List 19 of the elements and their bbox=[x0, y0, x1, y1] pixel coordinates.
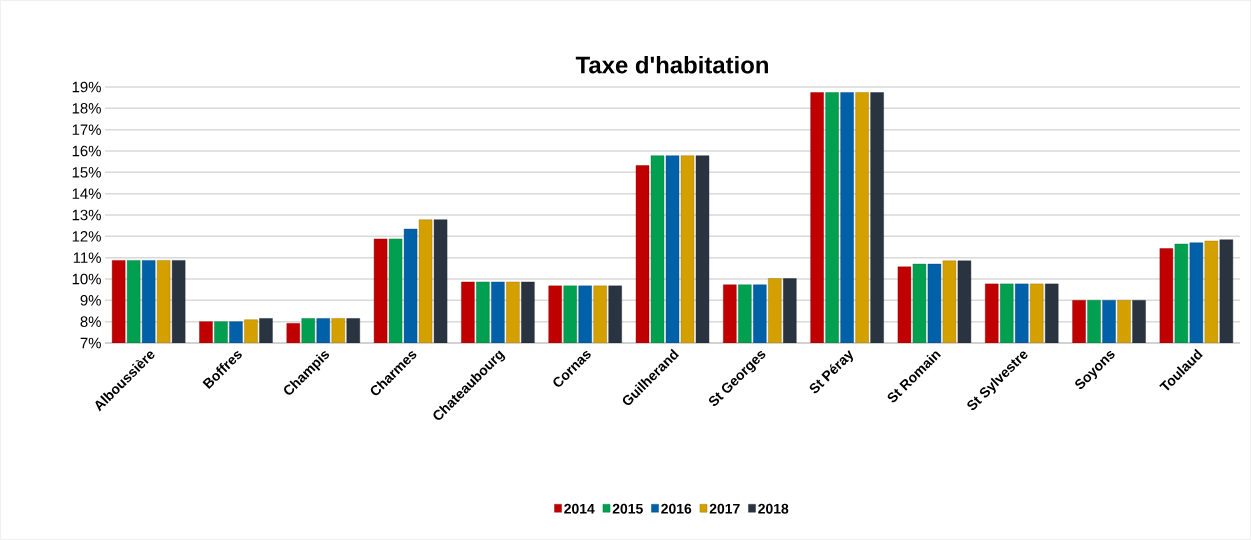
chart-title: Taxe d'habitation bbox=[575, 55, 768, 74]
y-tick-label: 9% bbox=[80, 295, 101, 306]
y-tick-label: 15% bbox=[72, 167, 101, 178]
legend-label: 2017 bbox=[709, 503, 740, 514]
y-tick-label: 12% bbox=[72, 231, 101, 242]
y-tick-label: 14% bbox=[72, 188, 101, 199]
y-tick-label: 8% bbox=[80, 316, 101, 327]
legend-label: 2014 bbox=[564, 503, 595, 514]
legend-label: 2018 bbox=[758, 503, 789, 514]
y-tick-label: 16% bbox=[72, 145, 101, 157]
y-tick-label: 19% bbox=[72, 81, 101, 93]
y-tick-label: 13% bbox=[72, 209, 101, 221]
y-tick-label: 17% bbox=[72, 124, 101, 135]
y-tick-label: 11% bbox=[73, 252, 101, 263]
y-tick-label: 7% bbox=[80, 337, 101, 349]
y-tick-label: 10% bbox=[72, 273, 101, 285]
y-tick-label: 18% bbox=[72, 103, 101, 114]
legend-label: 2016 bbox=[661, 503, 692, 514]
legend-label: 2015 bbox=[612, 503, 643, 514]
